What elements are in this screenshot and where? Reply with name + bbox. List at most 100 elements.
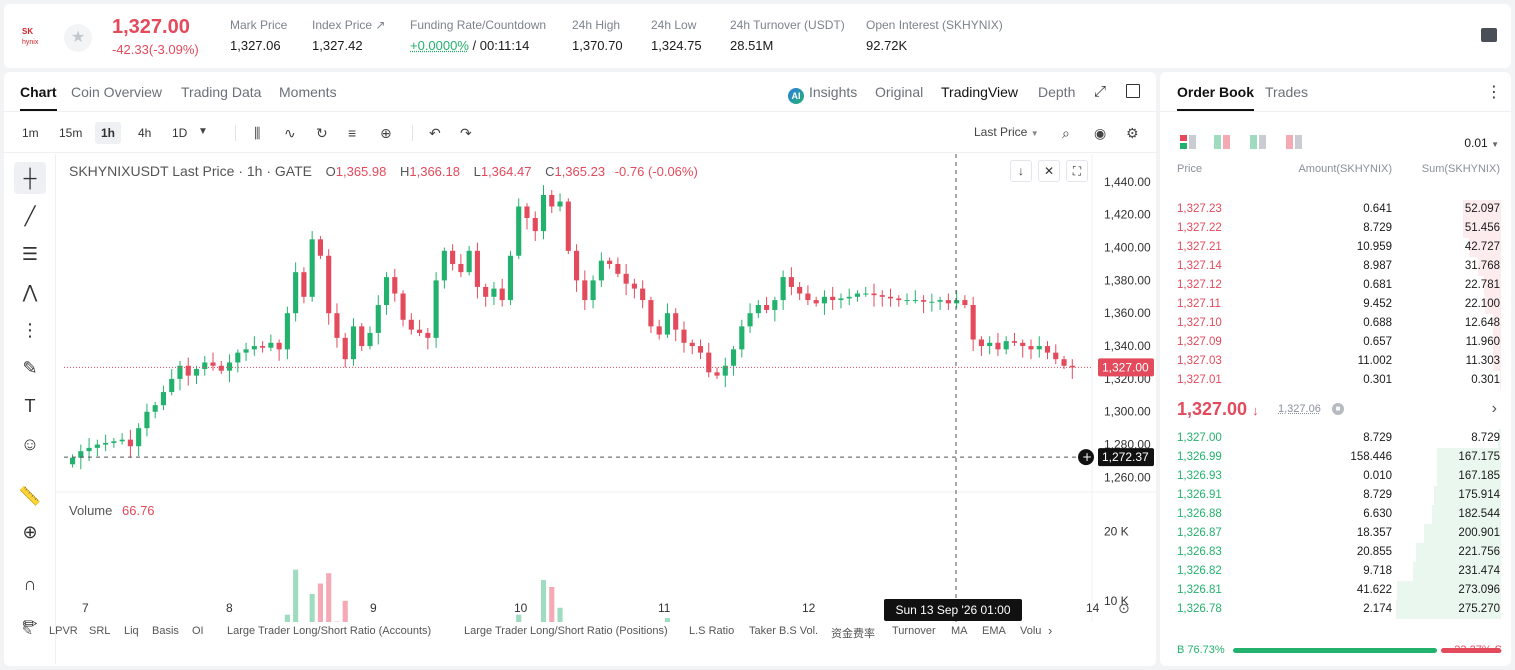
bid-row[interactable]: 1,326.99 158.446 167.175 — [1160, 448, 1511, 467]
view-insights[interactable]: AI Insights — [788, 84, 857, 104]
pencil-lock-tool-icon[interactable]: ✏ — [22, 614, 38, 634]
indicator-tab[interactable]: L.S Ratio — [689, 625, 735, 637]
candlestick-chart[interactable]: 1,440.00 1,420.00 1,400.00 1,380.00 1,360.00… — [56, 154, 1156, 622]
precision-select[interactable]: 0.01 ▼ — [1464, 136, 1499, 150]
bid-row[interactable]: 1,327.00 8.729 8.729 — [1160, 429, 1511, 448]
indicator-edit-icon[interactable]: ✎ — [22, 623, 33, 638]
tab-order-book[interactable]: Order Book — [1177, 84, 1255, 111]
bid-row[interactable]: 1,326.82 9.718 231.474 — [1160, 562, 1511, 581]
ask-row[interactable]: 1,327.14 8.987 31.768 — [1160, 257, 1511, 276]
indicator-tab[interactable]: Taker B.S Vol. — [749, 625, 819, 637]
indicator-tab[interactable]: EMA — [982, 625, 1006, 637]
redo-icon[interactable]: ↷ — [460, 125, 472, 141]
refresh-icon[interactable]: ↻ — [316, 125, 328, 141]
indicator-tab[interactable]: LPVR — [49, 625, 78, 637]
text-tool-icon[interactable]: T — [24, 396, 36, 416]
crosshair-tool-icon[interactable]: ┼ — [14, 162, 46, 194]
tab-coin-overview[interactable]: Coin Overview — [71, 84, 163, 100]
bid-row[interactable]: 1,326.87 18.357 200.901 — [1160, 524, 1511, 543]
crosshair-add-icon[interactable] — [1078, 449, 1094, 466]
y-tick-label: 1,280.00 — [1104, 438, 1151, 452]
ask-amount: 0.681 — [1363, 279, 1392, 291]
ask-row[interactable]: 1,327.21 10.959 42.727 — [1160, 238, 1511, 257]
gear-icon[interactable]: ⚙ — [1126, 125, 1139, 141]
indicator-tab[interactable]: Large Trader Long/Short Ratio (Positions… — [464, 625, 668, 637]
indicator-tab[interactable]: MA — [951, 625, 968, 637]
ask-row[interactable]: 1,327.12 0.681 22.781 — [1160, 276, 1511, 295]
bid-row[interactable]: 1,326.78 2.174 275.270 — [1160, 600, 1511, 619]
stat-index-price[interactable]: Index Price ↗ 1,327.42 — [312, 18, 385, 53]
legend-o-key: O — [325, 164, 336, 179]
tab-trading-data[interactable]: Trading Data — [181, 84, 262, 100]
view-depth[interactable]: Depth — [1038, 84, 1076, 100]
undo-icon[interactable]: ↶ — [429, 125, 441, 141]
pattern-tool-icon[interactable]: ⋀ — [22, 282, 38, 302]
indicator-scroll-right-icon[interactable]: › — [1048, 623, 1053, 638]
view-original[interactable]: Original — [875, 84, 924, 100]
emoji-tool-icon[interactable]: ☺ — [20, 434, 40, 454]
indicator-tab[interactable]: SRL — [89, 625, 111, 637]
camera-icon[interactable]: ◉ — [1094, 125, 1107, 141]
expand-icon[interactable]: ⤢ — [1094, 83, 1107, 100]
window-icon[interactable] — [1126, 84, 1140, 98]
ask-row[interactable]: 1,327.03 11.002 11.303 — [1160, 352, 1511, 371]
tab-chart[interactable]: Chart — [20, 84, 57, 111]
indicator-tab[interactable]: Volu — [1020, 625, 1042, 637]
fib-tool-icon[interactable]: ⋮ — [21, 320, 39, 340]
view-bids-asks-icon[interactable] — [1214, 135, 1230, 149]
add-indicator-icon[interactable]: ⊕ — [380, 125, 392, 141]
favorite-star-icon[interactable]: ★ — [64, 24, 92, 52]
settings-list-icon[interactable]: ≡ — [348, 125, 357, 141]
trendline-tool-icon[interactable]: ╱ — [24, 206, 36, 226]
candle-type-icon[interactable]: ⫼ — [254, 125, 261, 141]
sk-hynix-logo: SK hynix — [22, 26, 56, 48]
chevron-right-icon[interactable]: › — [1491, 400, 1497, 417]
bid-row[interactable]: 1,326.81 41.622 273.096 — [1160, 581, 1511, 600]
indicator-tab[interactable]: Turnover — [892, 625, 936, 637]
ask-row[interactable]: 1,327.23 0.641 52.097 — [1160, 200, 1511, 219]
indicator-tab[interactable]: Liq — [124, 625, 139, 637]
search-icon[interactable]: ⌕ — [1062, 125, 1070, 141]
view-tradingview[interactable]: TradingView — [941, 84, 1019, 100]
scroll-down-icon[interactable]: ↓ — [1010, 160, 1032, 182]
view-asks-icon[interactable] — [1286, 135, 1302, 149]
more-options-icon[interactable]: ⋮ — [1486, 84, 1502, 101]
timeframe-dropdown-icon[interactable]: ▼ — [198, 126, 208, 137]
auto-scale-icon[interactable]: ⊙ — [1118, 600, 1130, 616]
indicator-tab[interactable]: Basis — [152, 625, 179, 637]
ask-row[interactable]: 1,327.11 9.452 22.100 — [1160, 295, 1511, 314]
indicator-tab[interactable]: 资金费率 — [831, 628, 875, 640]
ask-row[interactable]: 1,327.09 0.657 11.960 — [1160, 333, 1511, 352]
ticker-bar: SK hynix ★ 1,327.00 -42.33(-3.09%) Mark … — [4, 4, 1511, 68]
timeframe-4h[interactable]: 4h — [138, 126, 152, 140]
timeframe-15m[interactable]: 15m — [59, 126, 83, 140]
price-type-select[interactable]: Last Price ▼ — [974, 125, 1039, 139]
collapse-icon[interactable]: ✕ — [1038, 160, 1060, 182]
bid-row[interactable]: 1,326.93 0.010 167.185 — [1160, 467, 1511, 486]
magnet-tool-icon[interactable]: ∩ — [23, 574, 37, 594]
indicator-tab[interactable]: Large Trader Long/Short Ratio (Accounts) — [227, 625, 432, 637]
tab-moments[interactable]: Moments — [279, 84, 337, 100]
view-both-icon[interactable] — [1180, 135, 1196, 149]
timeframe-1h[interactable]: 1h — [95, 122, 122, 144]
indicator-tab[interactable]: OI — [192, 625, 204, 637]
view-bids-icon[interactable] — [1250, 135, 1266, 149]
brush-tool-icon[interactable]: ✎ — [22, 358, 38, 378]
ruler-tool-icon[interactable]: 📏 — [18, 486, 42, 506]
timeframe-1d[interactable]: 1D — [172, 126, 188, 140]
ask-row[interactable]: 1,327.10 0.688 12.648 — [1160, 314, 1511, 333]
x-tick-label: 14 — [1086, 601, 1100, 615]
timeframe-1m[interactable]: 1m — [22, 126, 39, 140]
ask-row[interactable]: 1,327.22 8.729 51.456 — [1160, 219, 1511, 238]
bid-row[interactable]: 1,326.91 8.729 175.914 — [1160, 486, 1511, 505]
ask-row[interactable]: 1,327.01 0.301 0.301 — [1160, 371, 1511, 390]
candle-body — [78, 451, 84, 458]
fullscreen-icon[interactable]: ⛶ — [1066, 160, 1088, 182]
tab-trades[interactable]: Trades — [1265, 84, 1309, 100]
indicators-icon[interactable]: ∿ — [284, 125, 296, 141]
book-icon[interactable] — [1481, 28, 1497, 42]
horizontal-lines-tool-icon[interactable]: ☰ — [21, 244, 39, 264]
bid-row[interactable]: 1,326.88 6.630 182.544 — [1160, 505, 1511, 524]
zoom-in-tool-icon[interactable]: ⊕ — [22, 522, 38, 542]
bid-row[interactable]: 1,326.83 20.855 221.756 — [1160, 543, 1511, 562]
